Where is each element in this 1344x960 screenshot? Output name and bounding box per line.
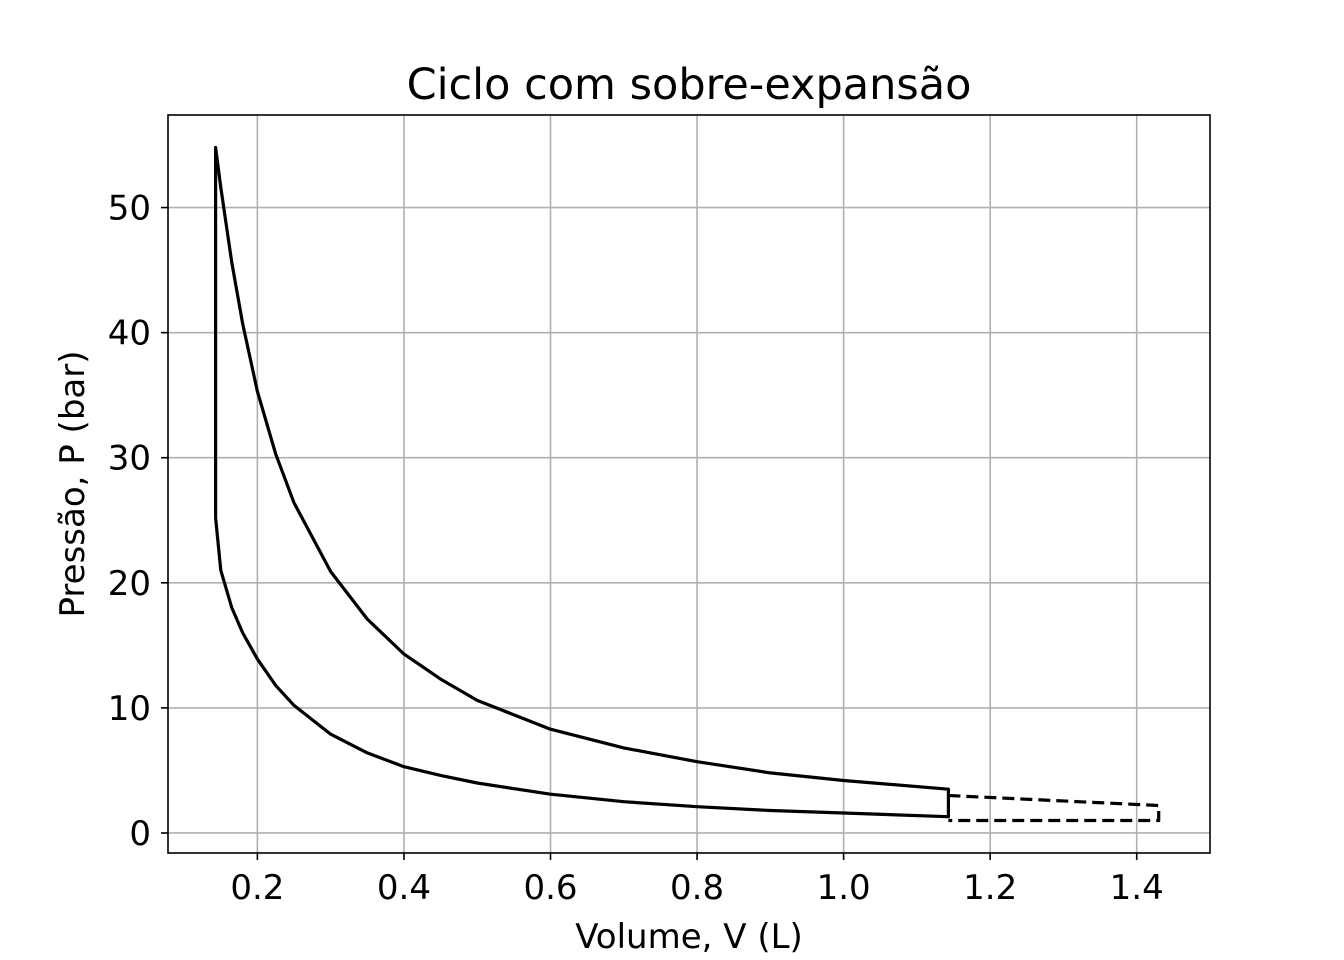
plot-lines (214, 145, 1161, 823)
y-tick-label: 0 (129, 814, 151, 854)
y-axis-label: Pressão, P (bar) (53, 351, 93, 618)
chart-title: Ciclo com sobre-expansão (407, 60, 972, 110)
x-tick-label: 0.6 (523, 868, 577, 908)
y-tick-label: 50 (108, 189, 151, 229)
y-tick-label: 30 (108, 439, 151, 479)
y-tick-label: 40 (108, 314, 151, 354)
x-tick-label: 1.0 (817, 868, 871, 908)
x-tick-label: 1.2 (963, 868, 1017, 908)
grid (168, 115, 1210, 853)
x-axis-ticks: 0.2 0.4 0.6 0.8 1.0 1.2 1.4 (230, 853, 1164, 908)
y-tick-label: 20 (108, 564, 151, 604)
x-tick-label: 1.4 (1110, 868, 1164, 908)
y-axis-ticks: 0 10 20 30 40 50 (108, 189, 168, 854)
y-tick-label: 10 (108, 689, 151, 729)
x-axis-label: Volume, V (L) (575, 917, 803, 957)
x-tick-label: 0.2 (230, 868, 284, 908)
x-tick-label: 0.8 (670, 868, 724, 908)
x-tick-label: 0.4 (377, 868, 431, 908)
plot-area-frame (167, 114, 1211, 854)
cycle-solid-line (214, 145, 951, 819)
over-expansion-dashed-line (948, 793, 1161, 823)
